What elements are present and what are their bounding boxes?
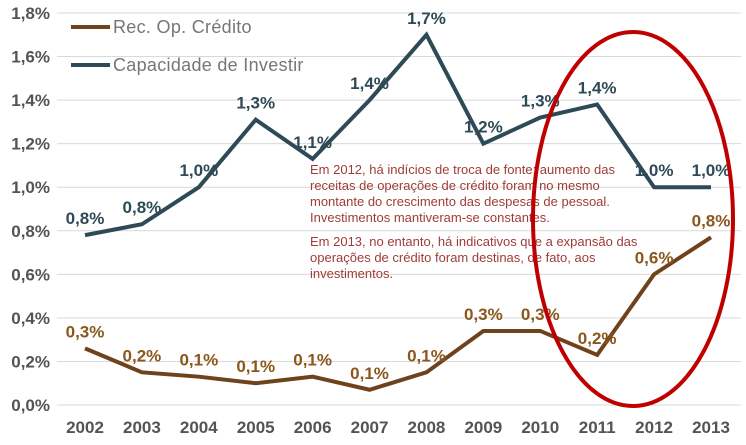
data-label: 0,1% bbox=[236, 357, 275, 376]
data-label: 0,3% bbox=[66, 322, 105, 341]
x-axis-tick-labels: 2002 2003 2004 2005 2006 2007 2008 2009 2010 2011… bbox=[66, 418, 730, 437]
x-tick-label: 2005 bbox=[237, 418, 275, 437]
data-label: 0,1% bbox=[350, 364, 389, 383]
annotation-text-block: Em 2012, há indícios de troca de fonte: … bbox=[310, 162, 652, 290]
data-label: 0,1% bbox=[293, 351, 332, 370]
data-label: 1,0% bbox=[179, 161, 218, 180]
data-label: 1,1% bbox=[293, 133, 332, 152]
y-tick-label: 1,8% bbox=[11, 4, 50, 23]
x-tick-label: 2011 bbox=[579, 418, 616, 437]
x-tick-label: 2009 bbox=[464, 418, 502, 437]
y-axis-tick-labels: 0,0% 0,2% 0,4% 0,6% 0,8% 1,0% 1,2% 1,4% 1,6% 1,8% bbox=[11, 4, 50, 415]
legend-item-rec-op-credito: Rec. Op. Crédito bbox=[71, 14, 304, 40]
data-label: 0,3% bbox=[521, 305, 560, 324]
x-tick-label: 2012 bbox=[635, 418, 673, 437]
legend: Rec. Op. Crédito Capacidade de Investir bbox=[71, 14, 304, 78]
data-label: 0,3% bbox=[464, 305, 503, 324]
legend-label-rec-op-credito: Rec. Op. Crédito bbox=[113, 16, 252, 37]
y-tick-label: 1,2% bbox=[11, 135, 50, 154]
data-label: 1,4% bbox=[350, 74, 389, 93]
y-tick-label: 0,8% bbox=[11, 222, 50, 241]
legend-swatch-capacidade-de-investir bbox=[71, 63, 110, 67]
gridlines bbox=[57, 12, 741, 406]
data-label: 0,1% bbox=[179, 351, 218, 370]
legend-swatch-rec-op-credito bbox=[71, 25, 110, 29]
y-tick-label: 1,4% bbox=[11, 91, 50, 110]
legend-item-capacidade-de-investir: Capacidade de Investir bbox=[71, 52, 304, 78]
annotation-paragraph-2013: Em 2013, no entanto, há indicativos que … bbox=[310, 234, 638, 281]
data-label: 1,7% bbox=[407, 9, 446, 28]
x-tick-label: 2008 bbox=[408, 418, 446, 437]
annotation-paragraph-2012: Em 2012, há indícios de troca de fonte: … bbox=[310, 162, 615, 225]
y-tick-label: 1,6% bbox=[11, 48, 50, 67]
y-tick-label: 0,2% bbox=[11, 352, 50, 371]
x-tick-label: 2002 bbox=[66, 418, 104, 437]
legend-label-capacidade-de-investir: Capacidade de Investir bbox=[113, 54, 304, 75]
x-tick-label: 2013 bbox=[692, 418, 730, 437]
y-tick-label: 0,6% bbox=[11, 265, 50, 284]
data-label: 0,8% bbox=[123, 198, 162, 217]
data-label: 1,3% bbox=[521, 92, 560, 111]
x-tick-label: 2003 bbox=[123, 418, 161, 437]
data-label: 1,3% bbox=[236, 94, 275, 113]
x-tick-label: 2007 bbox=[351, 418, 389, 437]
x-tick-label: 2010 bbox=[521, 418, 559, 437]
data-label: 1,0% bbox=[692, 161, 731, 180]
y-tick-label: 0,4% bbox=[11, 309, 50, 328]
data-label: 0,8% bbox=[692, 211, 731, 230]
x-tick-label: 2004 bbox=[180, 418, 218, 437]
y-tick-label: 0,0% bbox=[11, 396, 50, 415]
data-label: 1,4% bbox=[578, 78, 617, 97]
y-tick-label: 1,0% bbox=[11, 178, 50, 197]
x-tick-label: 2006 bbox=[294, 418, 332, 437]
data-label: 0,8% bbox=[66, 209, 105, 228]
data-label: 0,1% bbox=[407, 346, 446, 365]
data-label: 0,2% bbox=[578, 329, 617, 348]
data-label: 0,2% bbox=[123, 346, 162, 365]
data-label: 1,2% bbox=[464, 118, 503, 137]
